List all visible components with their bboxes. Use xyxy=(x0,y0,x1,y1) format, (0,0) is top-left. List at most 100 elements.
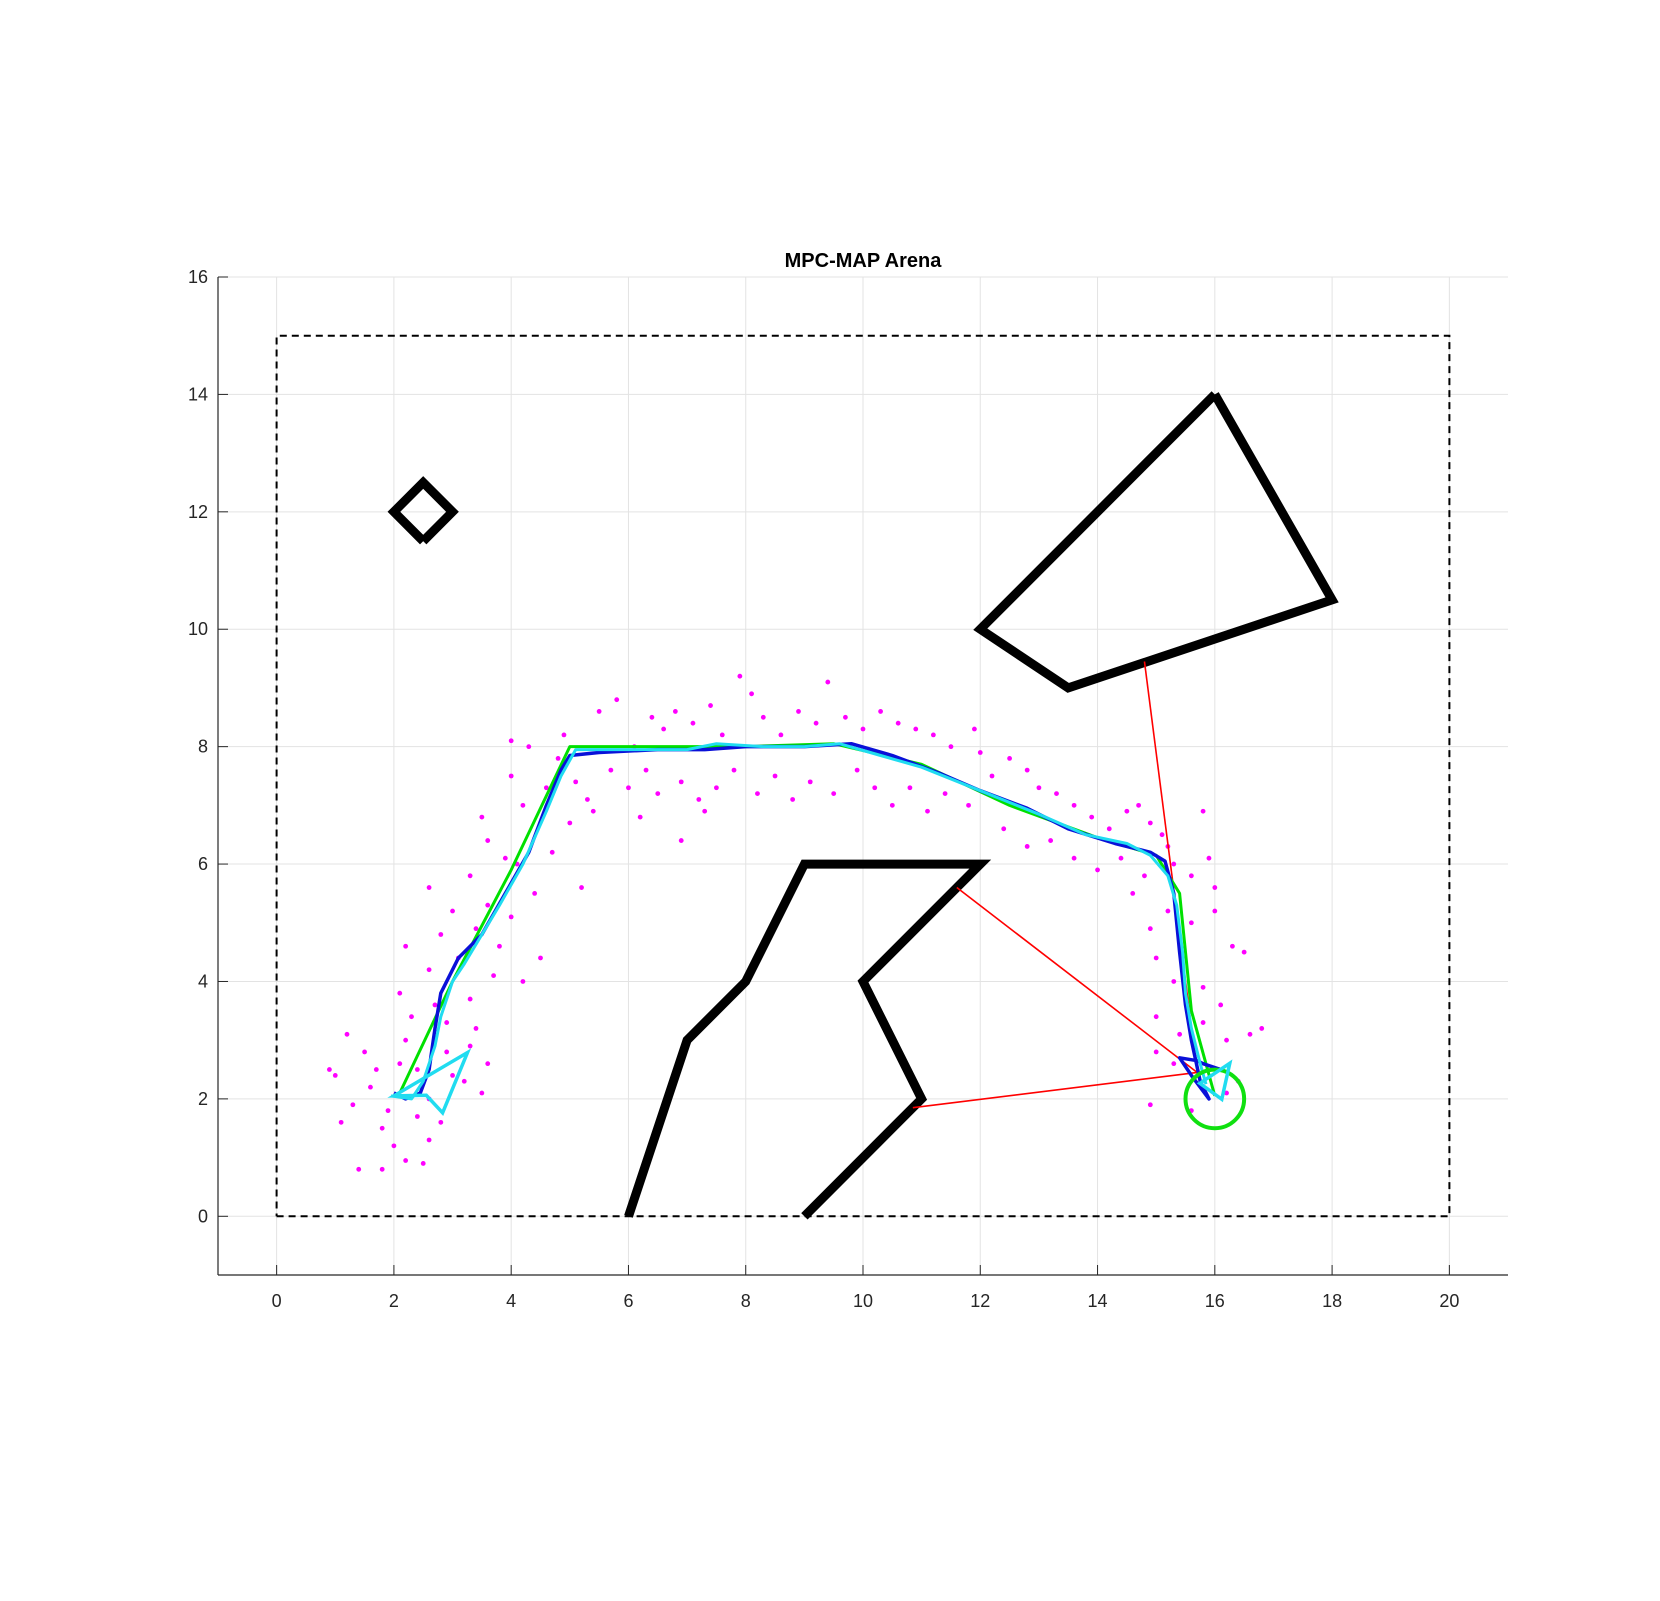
particle-point xyxy=(426,885,432,890)
particle-point xyxy=(391,1143,397,1149)
particle-point xyxy=(749,691,754,697)
particle-point xyxy=(520,979,526,984)
x-tick-label: 16 xyxy=(1205,1291,1225,1311)
particle-point xyxy=(479,814,485,820)
arena-boundary xyxy=(275,334,1451,1218)
particle-point xyxy=(1118,855,1124,861)
particle-point xyxy=(854,767,860,773)
particle-point xyxy=(332,1073,338,1078)
particle-point xyxy=(1177,1031,1183,1037)
particle-point xyxy=(1200,1020,1206,1025)
particle-point xyxy=(1071,855,1077,861)
particle-point xyxy=(420,1161,426,1166)
particle-point xyxy=(790,797,796,802)
particle-point xyxy=(661,726,667,732)
particle-point xyxy=(1153,955,1159,961)
particle-point xyxy=(590,808,596,814)
particle-point xyxy=(708,703,713,708)
particle-point xyxy=(895,720,901,726)
particle-point xyxy=(1159,832,1165,838)
particle-point xyxy=(626,785,631,791)
particle-point xyxy=(508,738,514,744)
particle-point xyxy=(485,838,491,843)
particle-point xyxy=(327,1067,332,1072)
particle-point xyxy=(502,855,508,861)
particle-point xyxy=(467,873,473,879)
particle-point xyxy=(1200,808,1206,814)
y-tick-label: 10 xyxy=(188,619,208,639)
lidar-ray xyxy=(912,1071,1198,1109)
axes: 0 2 4 6 8 10 12 14 16 18 20 0 2 4 6 8 10 12 14 16 xyxy=(188,267,1508,1311)
particle-point xyxy=(872,785,878,791)
particle-point xyxy=(379,1125,385,1131)
particle-point xyxy=(585,797,590,802)
particle-point xyxy=(461,1078,467,1084)
x-tick-label: 6 xyxy=(623,1291,633,1311)
particle-point xyxy=(596,709,602,714)
particle-point xyxy=(538,955,543,961)
true-path-line xyxy=(390,742,1208,1101)
boundary-line xyxy=(275,334,1451,1218)
particle-point xyxy=(778,732,784,738)
particle-point xyxy=(813,720,819,726)
particle-point xyxy=(1259,1026,1265,1031)
x-tick-label: 0 xyxy=(272,1291,282,1311)
particle-point xyxy=(913,726,919,732)
particle-point xyxy=(426,967,432,973)
particle-point xyxy=(555,755,561,761)
x-tick-label: 14 xyxy=(1088,1291,1108,1311)
y-tick-label: 4 xyxy=(198,971,208,991)
particle-point xyxy=(549,849,555,855)
y-tick-label: 6 xyxy=(198,854,208,874)
particle-point xyxy=(561,732,567,738)
particle-point xyxy=(831,791,837,797)
particle-point xyxy=(467,1043,473,1049)
particle-point xyxy=(678,838,684,843)
particle-point xyxy=(731,767,737,773)
particle-point xyxy=(1171,861,1177,867)
particle-point xyxy=(1224,1037,1229,1043)
particle-point xyxy=(426,1137,432,1143)
particle-point xyxy=(520,802,526,808)
particle-point xyxy=(1147,926,1153,932)
x-tick-label: 18 xyxy=(1322,1291,1342,1311)
particle-point xyxy=(1106,826,1112,832)
particle-point xyxy=(373,1067,379,1072)
y-tick-label: 14 xyxy=(188,384,208,404)
particle-point xyxy=(1200,984,1206,990)
particle-point xyxy=(1212,885,1218,890)
particle-point xyxy=(350,1102,356,1108)
particle-point xyxy=(889,802,895,808)
particle-point xyxy=(1036,785,1042,791)
particle-point xyxy=(508,773,514,779)
particle-point xyxy=(1212,908,1218,914)
particle-point xyxy=(532,891,538,896)
particle-point xyxy=(508,914,514,920)
particle-point xyxy=(338,1119,344,1125)
particle-point xyxy=(696,797,702,802)
particle-point xyxy=(825,679,831,685)
particle-point xyxy=(1130,891,1136,896)
obstacles xyxy=(387,391,1339,1220)
particle-point xyxy=(930,732,936,738)
particle-point xyxy=(1089,814,1095,820)
particle-point xyxy=(737,673,743,679)
x-tick-label: 8 xyxy=(741,1291,751,1311)
particle-point xyxy=(1224,1090,1229,1096)
particle-point xyxy=(473,926,479,932)
particle-point xyxy=(878,709,883,714)
particle-point xyxy=(1007,755,1012,761)
particle-point xyxy=(655,791,661,797)
particle-point xyxy=(450,1073,455,1078)
particle-point xyxy=(1153,1049,1159,1055)
particle-point xyxy=(1071,802,1077,808)
lidar-ray xyxy=(956,886,1198,1074)
particle-point xyxy=(356,1166,362,1172)
particle-point xyxy=(989,773,995,779)
particle-point xyxy=(409,1014,414,1020)
particle-point xyxy=(1247,1031,1253,1037)
obstacle-polyline xyxy=(387,476,459,545)
particle-point xyxy=(977,750,983,755)
